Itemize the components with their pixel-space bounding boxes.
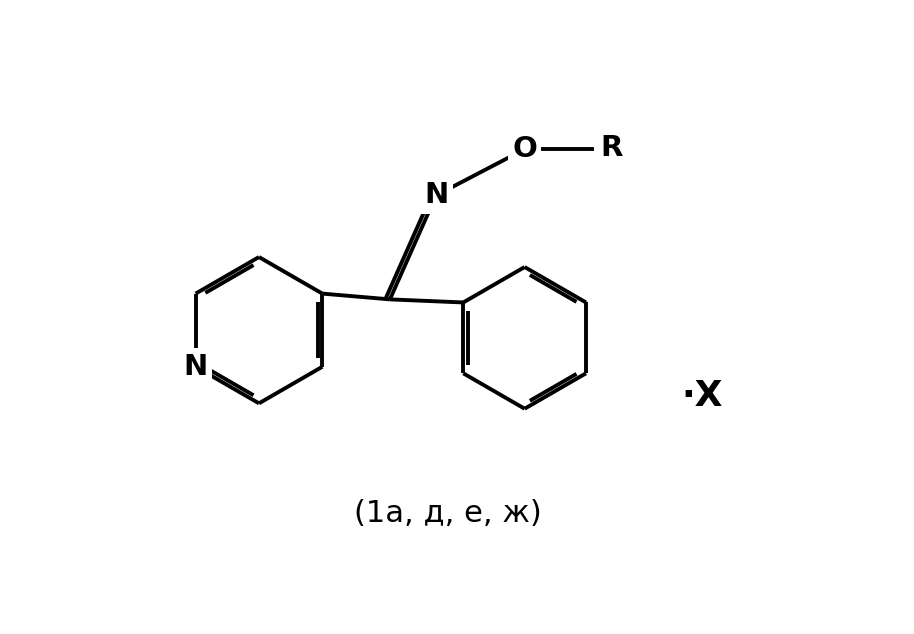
Text: (1а, д, е, ж): (1а, д, е, ж) [354,499,541,528]
Text: N: N [424,181,448,209]
Text: N: N [184,353,207,381]
Text: O: O [512,135,537,163]
Text: R: R [600,134,622,162]
Text: ·X: ·X [681,378,722,413]
